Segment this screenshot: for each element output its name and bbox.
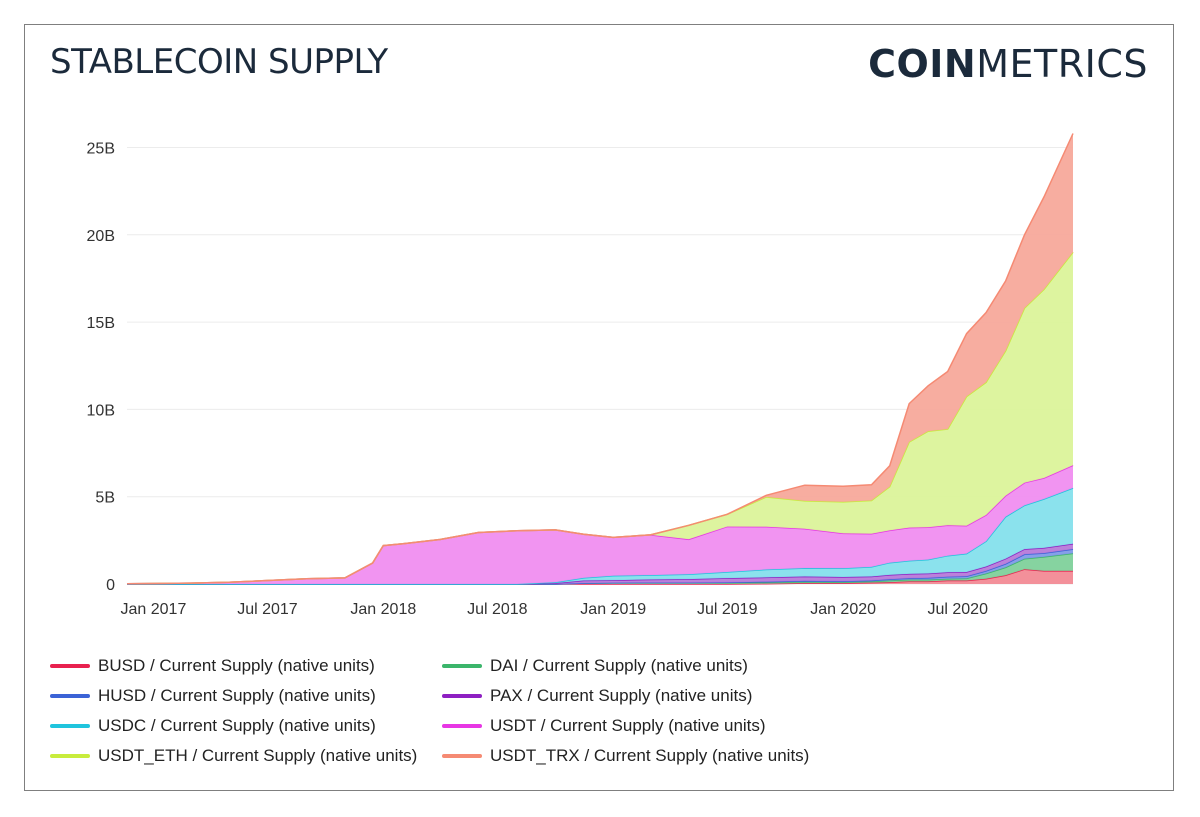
legend-item[interactable]: USDT_ETH / Current Supply (native units) bbox=[50, 746, 417, 766]
x-tick-label: Jan 2020 bbox=[810, 601, 876, 618]
legend-label: USDT / Current Supply (native units) bbox=[490, 716, 766, 735]
y-tick-label: 20B bbox=[87, 228, 115, 245]
legend-swatch bbox=[442, 724, 482, 728]
area-series-0 bbox=[127, 569, 1073, 584]
legend-item[interactable]: HUSD / Current Supply (native units) bbox=[50, 686, 376, 706]
legend-item[interactable]: USDT / Current Supply (native units) bbox=[442, 716, 766, 736]
x-tick-label: Jan 2017 bbox=[121, 601, 187, 618]
legend-swatch bbox=[50, 694, 90, 698]
area-series-5 bbox=[127, 465, 1073, 584]
legend-label: BUSD / Current Supply (native units) bbox=[98, 656, 375, 675]
x-tick-label: Jan 2019 bbox=[580, 601, 646, 618]
legend-label: USDC / Current Supply (native units) bbox=[98, 716, 376, 735]
legend-label: HUSD / Current Supply (native units) bbox=[98, 686, 376, 705]
legend-swatch bbox=[442, 694, 482, 698]
legend-label: DAI / Current Supply (native units) bbox=[490, 656, 748, 675]
y-tick-label: 0 bbox=[106, 577, 115, 594]
y-tick-label: 10B bbox=[87, 402, 115, 419]
x-tick-label: Jul 2019 bbox=[697, 601, 758, 618]
legend-swatch bbox=[50, 754, 90, 758]
logo-light-text: METRICS bbox=[976, 42, 1148, 86]
legend-swatch bbox=[442, 664, 482, 668]
legend-label: USDT_TRX / Current Supply (native units) bbox=[490, 746, 810, 765]
y-tick-label: 15B bbox=[87, 315, 115, 332]
logo-bold-text: COIN bbox=[868, 42, 977, 86]
legend-item[interactable]: USDT_TRX / Current Supply (native units) bbox=[442, 746, 809, 766]
series-line-7 bbox=[126, 133, 1074, 585]
y-tick-label: 5B bbox=[95, 490, 115, 507]
legend-label: USDT_ETH / Current Supply (native units) bbox=[98, 746, 418, 765]
x-tick-label: Jul 2017 bbox=[237, 601, 298, 618]
legend-item[interactable]: PAX / Current Supply (native units) bbox=[442, 686, 752, 706]
legend-item[interactable]: DAI / Current Supply (native units) bbox=[442, 656, 748, 676]
x-tick-label: Jul 2018 bbox=[467, 601, 528, 618]
x-tick-label: Jul 2020 bbox=[927, 601, 988, 618]
legend-label: PAX / Current Supply (native units) bbox=[490, 686, 753, 705]
coinmetrics-logo: COINMETRICS bbox=[868, 42, 1148, 86]
chart-title: STABLECOIN SUPPLY bbox=[50, 42, 388, 82]
legend-swatch bbox=[442, 754, 482, 758]
legend-swatch bbox=[50, 664, 90, 668]
legend-item[interactable]: BUSD / Current Supply (native units) bbox=[50, 656, 375, 676]
x-tick-label: Jan 2018 bbox=[350, 601, 416, 618]
legend-item[interactable]: USDC / Current Supply (native units) bbox=[50, 716, 376, 736]
y-tick-label: 25B bbox=[87, 140, 115, 157]
legend-swatch bbox=[50, 724, 90, 728]
